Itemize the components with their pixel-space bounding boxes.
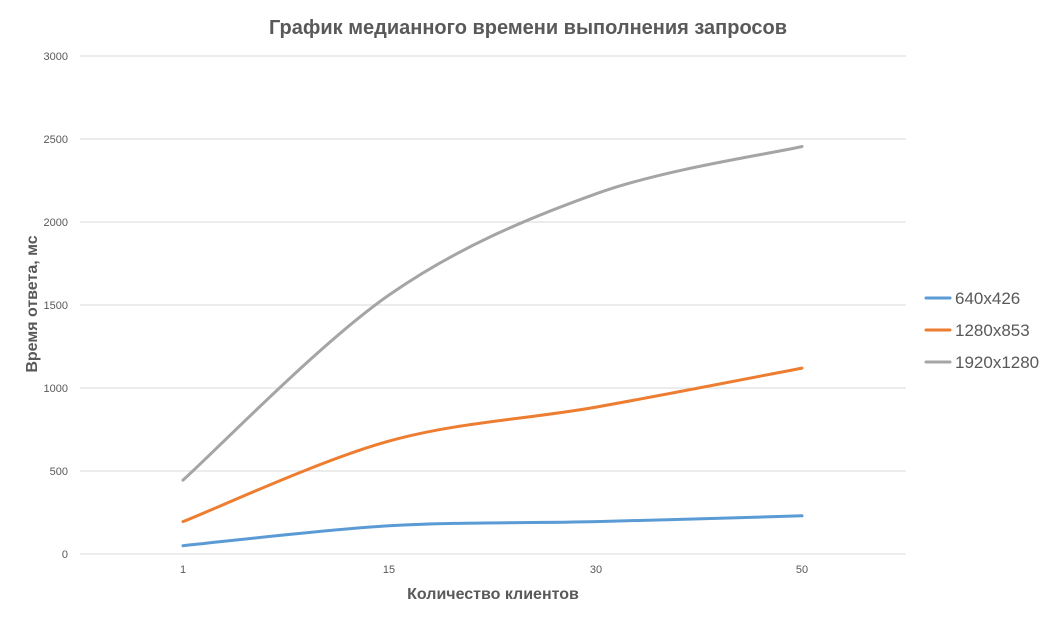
chart-title: График медианного времени выполнения зап… (269, 17, 787, 39)
y-tick-label: 2000 (44, 217, 68, 229)
y-tick-label: 1000 (44, 383, 68, 395)
y-tick-label: 0 (62, 549, 68, 561)
y-tick-labels: 0 500 1000 1500 2000 2500 3000 (44, 51, 68, 561)
legend: 640x426 1280x853 1920x1280 (924, 289, 1039, 372)
series-line-1920x1280 (181, 145, 804, 482)
x-tick-label: 1 (180, 564, 186, 576)
y-tick-label: 500 (50, 466, 68, 478)
x-tick-labels: 1 15 30 50 (180, 564, 808, 576)
x-tick-label: 30 (590, 564, 602, 576)
y-tick-label: 1500 (44, 300, 68, 312)
legend-label: 1920x1280 (955, 353, 1039, 372)
legend-label: 1280x853 (955, 321, 1030, 340)
series-line-1280x853 (181, 366, 804, 524)
y-tick-label: 2500 (44, 134, 68, 146)
series-line-640x426 (181, 514, 804, 548)
x-axis-title: Количество клиентов (407, 586, 579, 603)
y-tick-label: 3000 (44, 51, 68, 63)
legend-label: 640x426 (955, 289, 1020, 308)
x-tick-label: 50 (796, 564, 808, 576)
x-tick-label: 15 (383, 564, 395, 576)
series-lines (181, 145, 804, 548)
y-axis-title: Время ответа, мс (24, 235, 41, 372)
gridlines (80, 55, 906, 555)
